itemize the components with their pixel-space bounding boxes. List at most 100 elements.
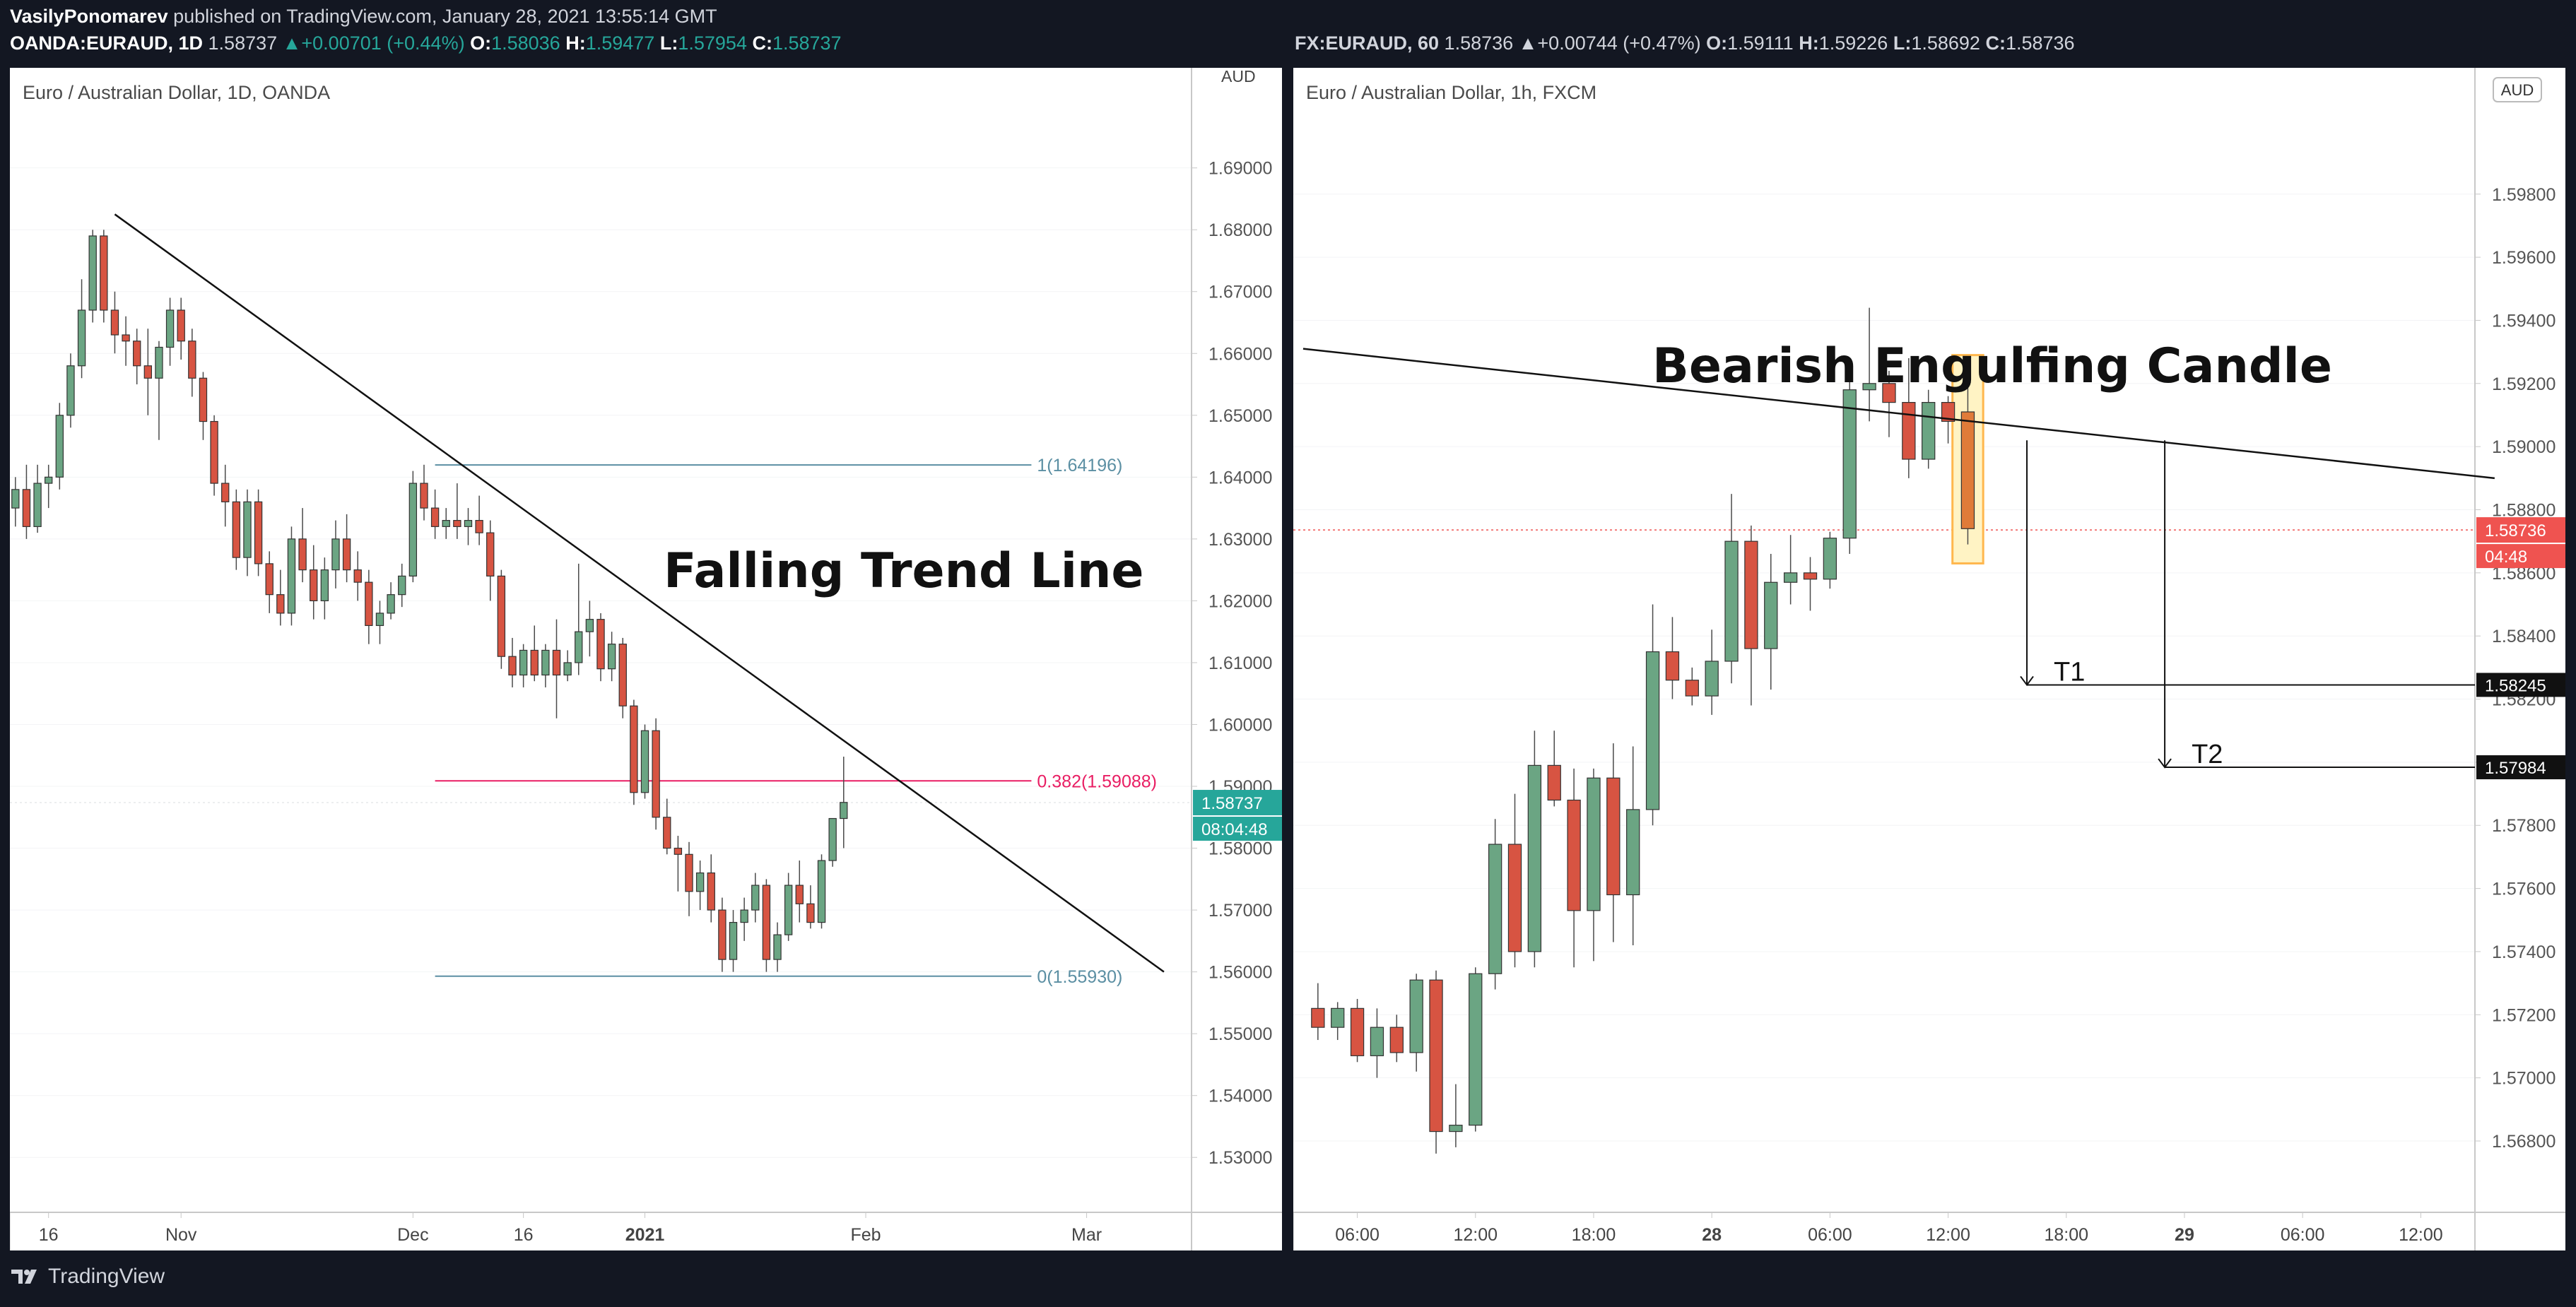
candle-body — [685, 853, 693, 892]
candle — [1331, 1002, 1345, 1041]
candle-body — [430, 507, 440, 527]
left-last-price: 1.58737 — [208, 32, 278, 54]
candle — [420, 464, 428, 521]
candle — [718, 897, 727, 972]
candle — [508, 637, 517, 687]
currency-label: AUD — [1221, 68, 1256, 85]
candle — [365, 569, 373, 644]
candle-body — [740, 909, 748, 923]
candle — [707, 854, 715, 923]
x-tick-label: Mar — [1071, 1225, 1102, 1245]
y-tick-label: 1.57600 — [2492, 880, 2556, 899]
candle-body — [630, 705, 638, 793]
candle-body — [1587, 777, 1601, 911]
candle-body — [1685, 680, 1699, 697]
fib-level-label: 0.382(1.59088) — [1037, 771, 1157, 791]
candle-body — [695, 872, 705, 892]
hourly-candlestick-chart[interactable]: Euro / Australian Dollar, 1h, FXCM 1.5680… — [1293, 68, 2565, 1250]
publish-info: VasilyPonomarev published on TradingView… — [10, 6, 717, 28]
candle-body — [1409, 979, 1423, 1053]
trend-line — [114, 213, 1165, 973]
candle — [806, 885, 815, 929]
candle-body — [232, 501, 241, 558]
candle — [817, 854, 826, 929]
publish-header: VasilyPonomarev published on TradingView… — [0, 0, 2576, 68]
candle — [331, 520, 340, 589]
candle-body — [1882, 383, 1896, 403]
x-tick-label: 06:00 — [2281, 1225, 2325, 1245]
candle — [1389, 1015, 1404, 1063]
candle-body — [1724, 540, 1739, 662]
tradingview-brand: TradingView — [48, 1265, 165, 1288]
candle-body — [585, 619, 594, 632]
candle-body — [1803, 572, 1818, 580]
y-tick-label: 1.61000 — [1208, 654, 1272, 673]
chart-title: Euro / Australian Dollar, 1D, OANDA — [23, 82, 330, 103]
candle-body — [1665, 651, 1680, 681]
candle — [254, 489, 263, 576]
candle — [1744, 525, 1758, 706]
candle — [663, 798, 671, 855]
candle — [1606, 743, 1621, 942]
candle — [1469, 967, 1483, 1132]
candle — [596, 613, 605, 682]
right-close: 1.58736 — [2005, 32, 2075, 54]
candle — [375, 601, 384, 644]
candle-body — [1626, 809, 1640, 896]
countdown-tag — [2476, 544, 2565, 569]
candle-body — [751, 885, 760, 911]
candle — [1429, 970, 1443, 1154]
candle-body — [762, 885, 771, 960]
candle — [221, 464, 230, 527]
candle — [88, 230, 97, 323]
candle — [1941, 396, 1955, 444]
x-tick-label: Feb — [850, 1225, 881, 1245]
candle — [729, 910, 738, 972]
candle-body — [199, 377, 208, 422]
y-tick-label: 1.63000 — [1208, 530, 1272, 550]
tradingview-logo[interactable]: TradingView — [10, 1265, 165, 1289]
hourly-chart-panel[interactable]: Euro / Australian Dollar, 1h, FXCM 1.5680… — [1293, 68, 2565, 1250]
x-tick-label: 18:00 — [1572, 1225, 1616, 1245]
candle-body — [464, 520, 473, 527]
candle — [66, 353, 75, 428]
left-open: 1.58036 — [491, 32, 560, 54]
candle-body — [88, 235, 97, 311]
candle — [618, 637, 627, 718]
candle — [199, 372, 208, 440]
candle-body — [453, 520, 461, 527]
candle-body — [1764, 581, 1778, 649]
x-tick-label: 28 — [1702, 1225, 1722, 1245]
tradingview-icon — [11, 1270, 37, 1284]
candle-body — [110, 309, 119, 336]
candle — [1823, 531, 1837, 589]
candle-body — [365, 581, 373, 627]
y-tick-label: 1.57200 — [2492, 1005, 2556, 1025]
candle-body — [210, 420, 218, 484]
y-tick-label: 1.59600 — [2492, 248, 2556, 268]
candle-body — [663, 817, 671, 849]
daily-candlestick-chart[interactable]: Euro / Australian Dollar, 1D, OANDA 1.530… — [10, 68, 1282, 1250]
y-tick-label: 1.56800 — [2492, 1132, 2556, 1152]
candle — [1626, 746, 1640, 946]
candle — [387, 582, 395, 620]
candle-body — [1547, 764, 1561, 801]
candle-body — [287, 538, 296, 614]
fib-level-label: 0(1.55930) — [1037, 967, 1122, 987]
chart-title: Euro / Australian Dollar, 1h, FXCM — [1306, 82, 1596, 103]
target-label: T2 — [2192, 740, 2223, 769]
currency-label: AUD — [2501, 81, 2534, 99]
candle-body — [817, 860, 826, 923]
candle-body — [22, 489, 31, 527]
candle-body — [1606, 777, 1621, 896]
last-price-label: 1.58736 — [2485, 521, 2546, 540]
author-name[interactable]: VasilyPonomarev — [10, 6, 168, 27]
daily-chart-panel[interactable]: Euro / Australian Dollar, 1D, OANDA 1.530… — [10, 68, 1282, 1250]
candle-body — [77, 309, 86, 367]
candle — [497, 569, 506, 669]
candle-body — [320, 569, 329, 602]
left-close: 1.58737 — [772, 32, 842, 54]
candle — [1488, 819, 1502, 990]
candle-body — [729, 921, 738, 960]
y-tick-label: 1.60000 — [1208, 715, 1272, 735]
